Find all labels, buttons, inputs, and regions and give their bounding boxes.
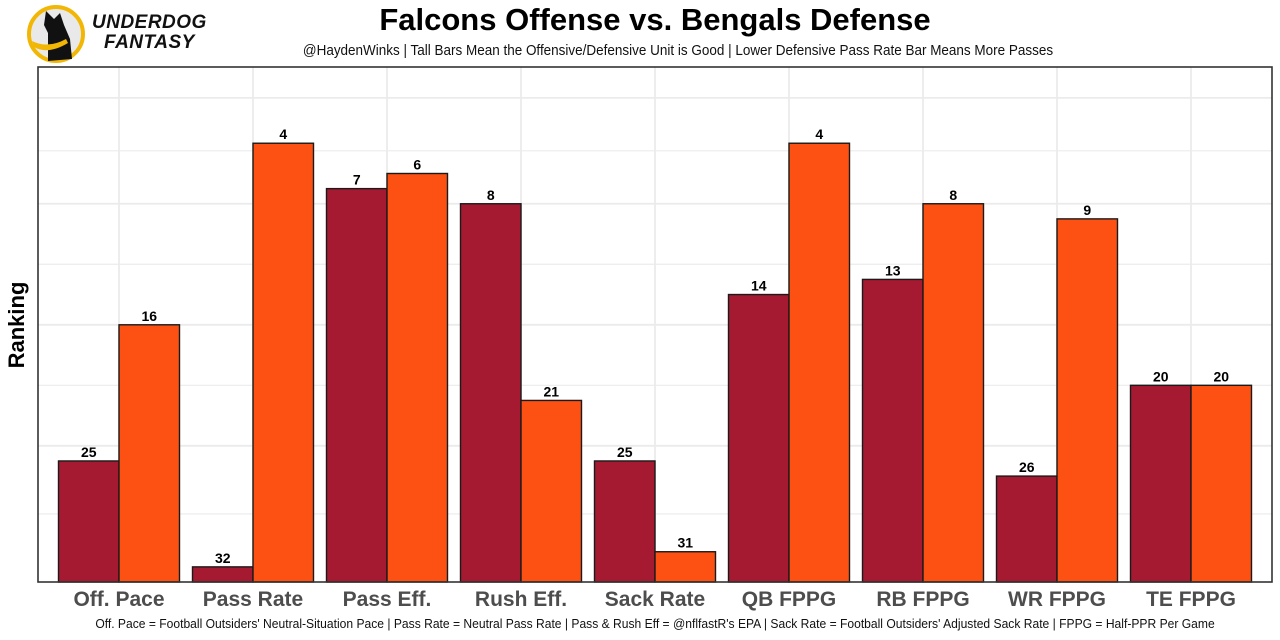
x-tick-label: QB FPPG	[742, 588, 837, 611]
underdog-dog-logo-icon	[27, 5, 85, 63]
x-tick-labels: Off. Pace Pass Rate Pass Eff. Rush Eff. Sack…	[73, 588, 1235, 611]
bar-value-label: 9	[1083, 202, 1091, 218]
bar-value-label: 7	[353, 172, 361, 188]
bar-offense	[459, 203, 522, 583]
bar-offense	[191, 566, 254, 583]
bar-offense	[995, 475, 1058, 583]
bar-value-label: 26	[1019, 459, 1035, 475]
bar-offense	[57, 460, 120, 583]
x-tick-label: WR FPPG	[1008, 588, 1106, 611]
x-tick-label: Sack Rate	[605, 588, 705, 611]
bar-value-label: 4	[815, 126, 823, 142]
bar-value-label: 4	[279, 126, 287, 142]
plot-panel-border	[37, 66, 1273, 583]
bar-offense	[727, 293, 790, 583]
bar-value-label: 14	[751, 278, 767, 294]
x-tick-label: TE FPPG	[1146, 588, 1236, 611]
bar-value-label: 8	[949, 187, 957, 203]
x-tick-label: Off. Pace	[73, 588, 164, 611]
bar-value-label: 16	[141, 308, 157, 324]
bar-value-label: 25	[81, 444, 97, 460]
bar-offense	[861, 278, 924, 583]
chart-title: Falcons Offense vs. Bengals Defense	[379, 2, 931, 37]
bar-offense	[325, 187, 388, 583]
bar-value-label: 8	[487, 187, 495, 203]
x-tick-label: Pass Rate	[203, 588, 303, 611]
bar-value-label: 20	[1213, 368, 1229, 384]
bar-defense	[922, 203, 985, 583]
bars	[57, 142, 1253, 583]
bar-defense	[118, 324, 181, 583]
chart-caption: Off. Pace = Football Outsiders' Neutral-…	[95, 616, 1215, 631]
x-tick-label: Pass Eff.	[343, 588, 432, 611]
bar-offense	[1129, 384, 1192, 583]
chart-subtitle: @HaydenWinks | Tall Bars Mean the Offens…	[302, 43, 1054, 59]
bar-defense	[520, 399, 583, 583]
bar-value-label: 31	[677, 535, 693, 551]
bar-defense	[252, 142, 315, 583]
underdog-fantasy-logo: UNDERDOG FANTASY	[26, 3, 226, 63]
bar-value-label: 6	[413, 156, 421, 172]
bar-offense	[593, 460, 656, 583]
bar-defense	[386, 172, 449, 583]
x-tick-label: RB FPPG	[876, 588, 969, 611]
bar-value-label: 21	[543, 383, 559, 399]
x-tick-label: Rush Eff.	[475, 588, 567, 611]
bar-defense	[1190, 384, 1253, 583]
bar-defense	[654, 551, 717, 583]
bar-value-label: 32	[215, 550, 231, 566]
bar-defense	[1056, 218, 1119, 583]
brand-name-line1: UNDERDOG	[92, 12, 207, 33]
brand-name-line2: FANTASY	[104, 32, 195, 53]
bar-value-label: 13	[885, 262, 901, 278]
bar-value-label: 20	[1153, 368, 1169, 384]
bar-defense	[788, 142, 851, 583]
bar-value-label: 25	[617, 444, 633, 460]
bar-value-labels: 25 16 32 4 7 6 8 21 25 31 14 4 13 8 26 9 20 20	[81, 126, 1229, 566]
